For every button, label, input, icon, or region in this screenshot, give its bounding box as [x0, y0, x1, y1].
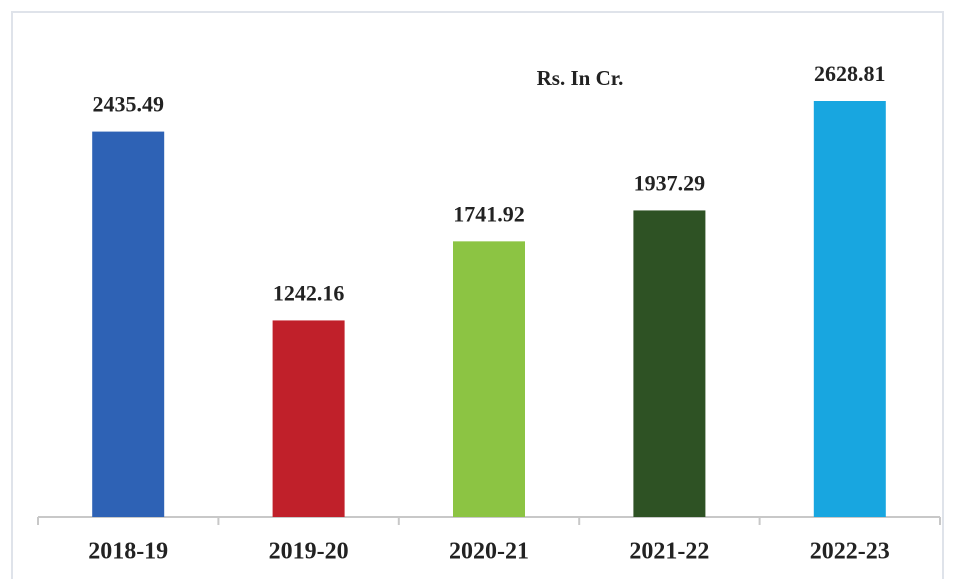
x-tick-label: 2018-19 [88, 539, 168, 565]
value-label: 2628.81 [814, 61, 886, 86]
bar [813, 101, 886, 517]
bar [453, 241, 525, 518]
chart-frame [11, 11, 944, 579]
value-label: 2435.49 [92, 92, 164, 117]
x-tick-label: 2022-23 [810, 539, 890, 565]
x-tick-label: 2019-20 [269, 539, 349, 565]
bar [633, 210, 706, 518]
chart-subtitle: Rs. In Cr. [537, 66, 624, 90]
x-tick-label: 2021-22 [629, 539, 709, 565]
value-label: 1937.29 [634, 170, 706, 195]
x-tick-label: 2020-21 [449, 539, 529, 565]
bar [272, 320, 345, 517]
value-label: 1741.92 [453, 201, 525, 226]
bar [92, 131, 165, 517]
value-label: 1242.16 [273, 280, 345, 305]
